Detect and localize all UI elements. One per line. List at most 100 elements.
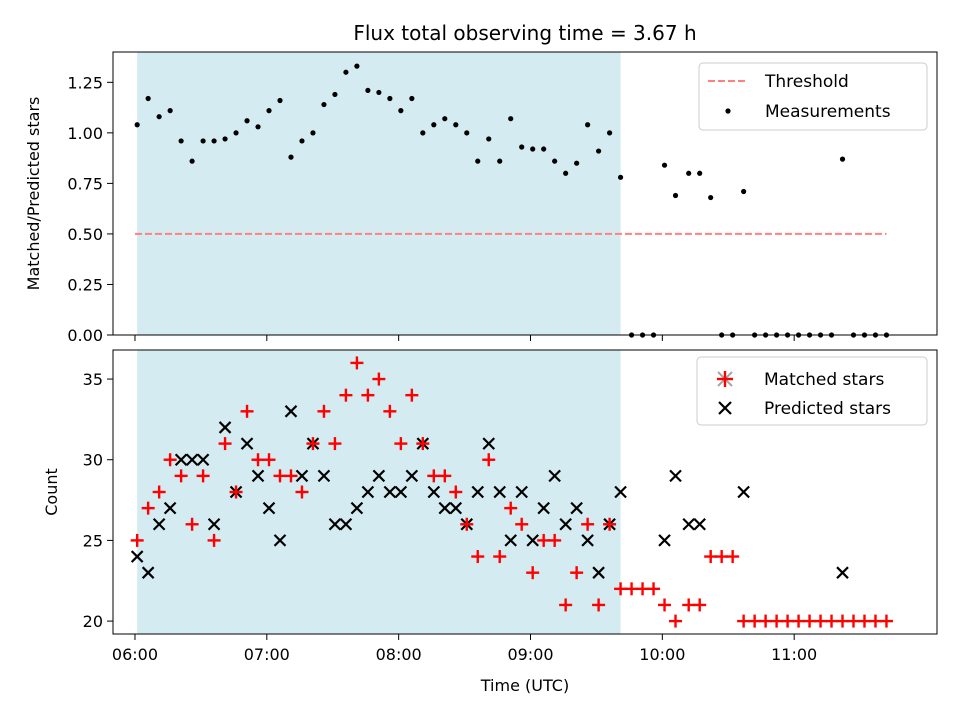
measurement-point: [200, 138, 206, 144]
matched-star-point: [460, 517, 474, 531]
measurement-point: [617, 174, 624, 180]
predicted-star-point: [372, 469, 386, 483]
matched-star-point: [339, 388, 353, 402]
matched-star-point: [647, 582, 661, 596]
predicted-stars-points: [130, 405, 849, 579]
predicted-star-point: [438, 501, 452, 515]
matched-star-point: [251, 453, 265, 467]
measurement-point: [686, 170, 692, 176]
bottom-y-axis-label: Count: [42, 468, 61, 516]
measurement-point: [156, 114, 162, 120]
matched-star-point: [836, 614, 850, 628]
predicted-star-point: [295, 469, 309, 483]
matched-star-point: [682, 598, 696, 612]
matched-star-point: [207, 533, 221, 547]
predicted-star-point: [196, 453, 210, 467]
top-y-tick-label: 0.25: [67, 275, 103, 294]
matched-star-point: [625, 582, 639, 596]
measurement-point: [442, 116, 448, 122]
matched-star-point: [295, 485, 309, 499]
measurement-point: [519, 144, 525, 150]
matched-star-point: [792, 614, 806, 628]
top-y-tick-label: 1.00: [67, 124, 103, 143]
matched-star-point: [748, 614, 762, 628]
top-y-tick-label: 0.75: [67, 174, 103, 193]
matched-star-point: [559, 598, 573, 612]
matched-star-point: [130, 533, 144, 547]
top-y-axis-label: Matched/Predicted stars: [24, 97, 43, 291]
measurement-point: [541, 146, 547, 152]
matched-stars-points: [130, 356, 893, 628]
matched-star-point: [847, 614, 861, 628]
predicted-star-point: [592, 566, 605, 579]
predicted-star-point: [669, 469, 682, 483]
x-tick-label: 06:00: [112, 645, 158, 664]
top-observing-span: [137, 52, 621, 335]
matched-star-point: [240, 404, 254, 418]
predicted-star-point: [658, 534, 671, 547]
matched-star-point: [879, 614, 893, 628]
predicted-star-point: [152, 517, 166, 531]
predicted-star-point: [515, 485, 528, 499]
measurement-point: [244, 118, 250, 124]
predicted-star-point: [548, 469, 561, 483]
matched-star-point: [218, 437, 232, 451]
measurement-point: [277, 97, 283, 104]
predicted-star-point: [130, 550, 144, 563]
x-tick-label: 11:00: [771, 645, 817, 664]
matched-star-point: [603, 517, 617, 531]
measurement-point: [134, 122, 140, 128]
predicted-star-point: [693, 517, 706, 531]
matched-star-point: [581, 517, 595, 531]
matched-star-point: [770, 614, 784, 628]
legend-predicted-swatch: [718, 401, 732, 415]
predicted-star-point: [284, 405, 298, 418]
predicted-star-point: [493, 485, 507, 499]
top-y-tick-label: 0.00: [67, 326, 103, 345]
predicted-star-point: [207, 517, 221, 531]
measurement-point: [222, 136, 228, 142]
measurement-point: [585, 122, 591, 128]
measurement-point: [486, 136, 492, 142]
predicted-star-point: [559, 517, 572, 531]
predicted-star-point: [537, 501, 550, 515]
top-axes-frame: [112, 51, 938, 336]
matched-star-point: [405, 388, 419, 402]
predicted-star-point: [682, 517, 695, 531]
matched-star-point: [548, 533, 562, 547]
measurement-point: [167, 108, 173, 114]
x-axis-label: Time (UTC): [480, 676, 569, 695]
measurement-point: [288, 154, 294, 160]
matched-star-point: [185, 517, 199, 531]
matched-star-point: [658, 598, 672, 612]
matched-star-point: [229, 485, 243, 499]
predicted-star-point: [449, 501, 463, 515]
matched-star-point: [537, 533, 551, 547]
matched-star-point: [704, 550, 718, 564]
measurement-point: [661, 162, 668, 168]
x-tick-label: 09:00: [507, 645, 553, 664]
matched-star-point: [857, 614, 871, 628]
measurement-point: [563, 170, 569, 176]
measurement-point: [409, 95, 415, 102]
measurement-point: [596, 148, 602, 154]
measurement-point: [398, 108, 404, 114]
predicted-star-point: [328, 517, 342, 531]
measurement-point: [453, 122, 459, 128]
predicted-star-point: [163, 501, 177, 515]
predicted-star-point: [504, 534, 517, 547]
matched-star-point: [814, 614, 828, 628]
predicted-star-point: [614, 485, 627, 499]
measurement-point: [332, 91, 338, 98]
measurement-point: [343, 69, 349, 75]
predicted-star-point: [339, 517, 353, 531]
measurement-point: [464, 130, 470, 136]
measurement-point: [321, 101, 327, 108]
matched-star-point: [163, 453, 177, 467]
predicted-star-point: [471, 485, 485, 499]
predicted-star-point: [350, 501, 364, 515]
legend-matched-swatch: [717, 371, 733, 387]
top-y-tick-label: 1.25: [67, 73, 103, 92]
